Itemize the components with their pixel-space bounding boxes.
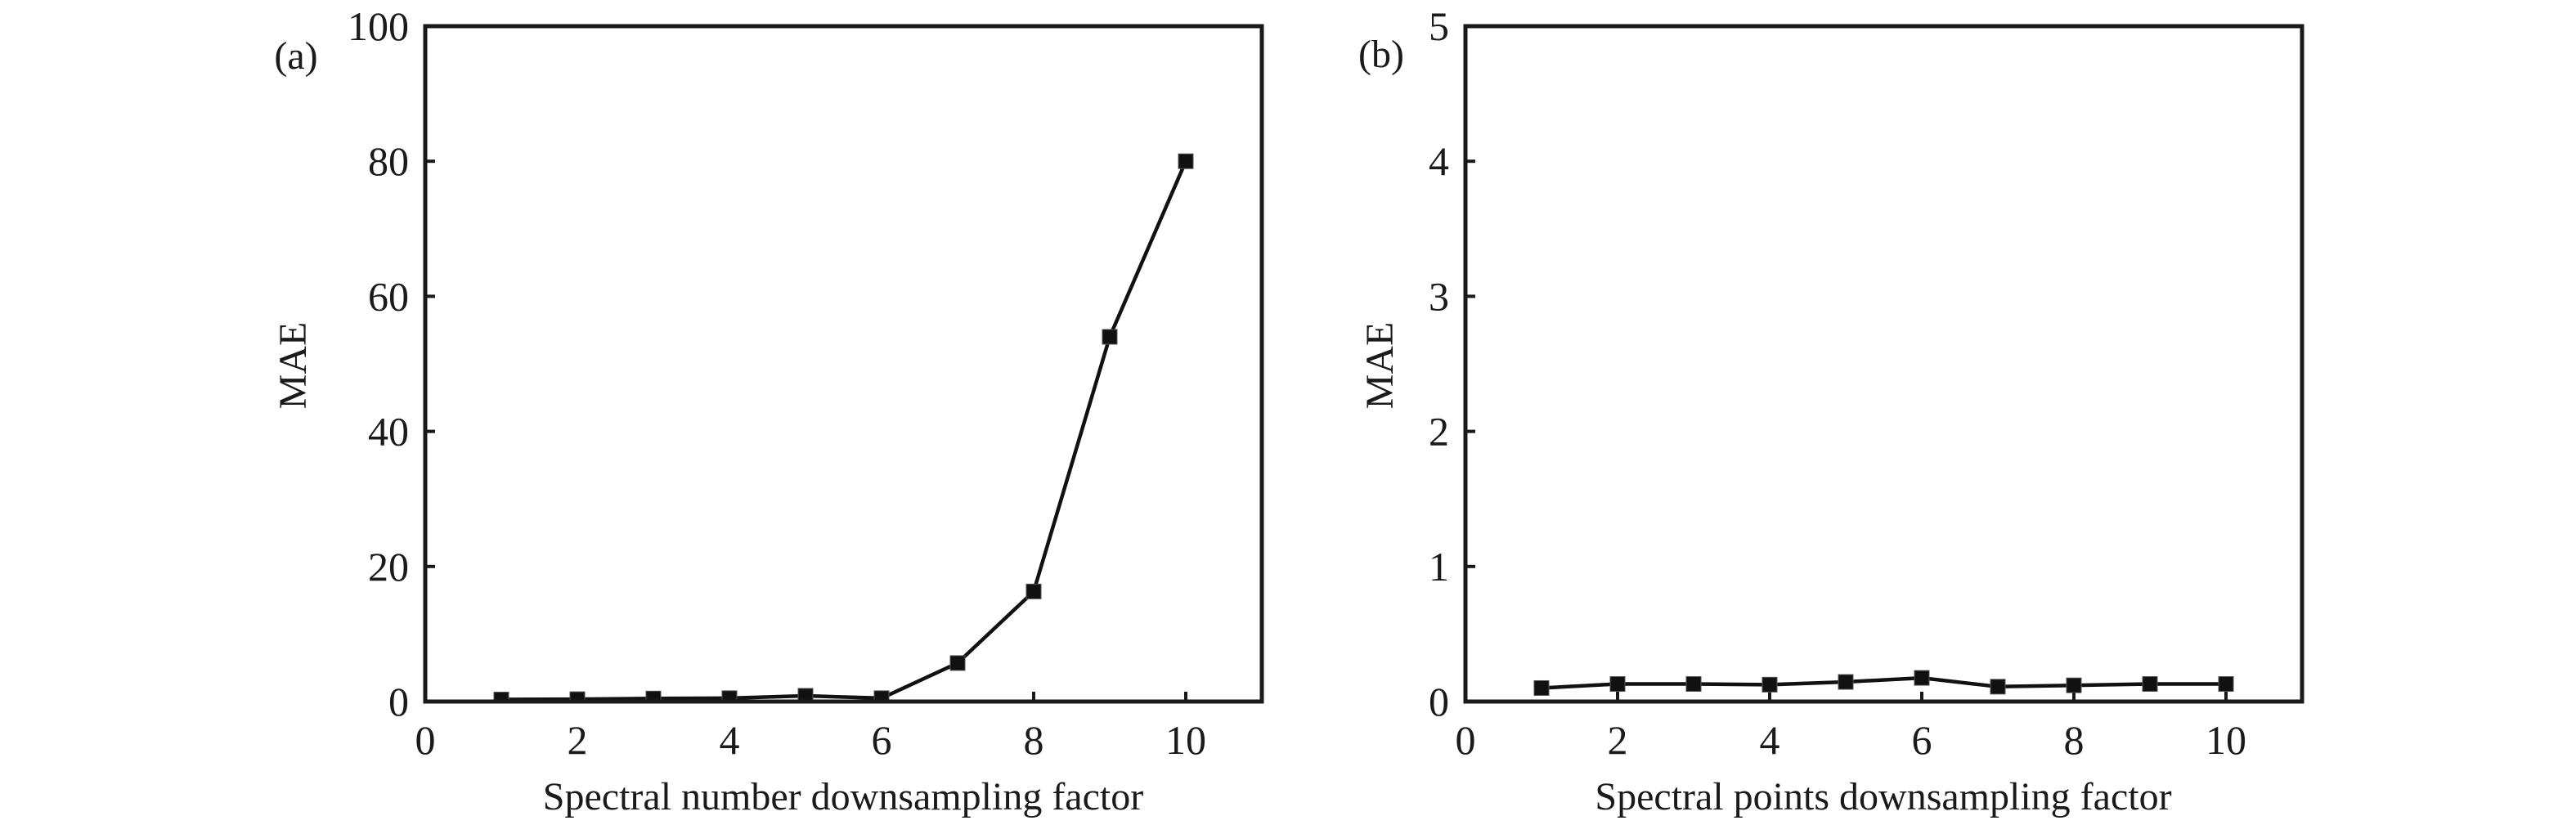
- x-axis-title: Spectral number downsampling factor: [543, 775, 1143, 818]
- y-tick-label: 2: [1429, 409, 1449, 455]
- data-point: [1990, 679, 2006, 695]
- data-point: [1102, 329, 1118, 345]
- x-tick-label: 8: [1024, 717, 1044, 763]
- series: [1533, 670, 2234, 696]
- data-point: [1761, 676, 1778, 693]
- data-point: [569, 691, 586, 702]
- x-tick-label: 4: [1760, 717, 1780, 763]
- data-point: [1533, 679, 1550, 696]
- data-point: [949, 655, 966, 671]
- panel-label: (a): [274, 34, 317, 78]
- y-tick-label: 4: [1429, 138, 1449, 184]
- series-line: [1541, 675, 2226, 690]
- data-point: [721, 690, 738, 702]
- data-point: [2066, 677, 2082, 693]
- series-line: [500, 160, 1188, 702]
- data-point: [1838, 674, 1854, 690]
- y-tick-label: 60: [368, 273, 409, 319]
- panel-label: (b): [1358, 33, 1404, 76]
- y-tick-label: 0: [1429, 679, 1449, 724]
- panel-b: (b) MAE Spectral points downsampling fac…: [1358, 3, 2304, 818]
- data-point: [797, 688, 814, 702]
- y-tick-label: 100: [348, 3, 409, 49]
- ticks: [425, 159, 1187, 702]
- y-axis-title: MAE: [272, 322, 315, 410]
- x-tick-label: 6: [1912, 717, 1932, 763]
- data-point: [1685, 676, 1702, 693]
- x-tick-label: 4: [720, 717, 740, 763]
- y-tick-label: 5: [1429, 3, 1449, 49]
- data-point: [1025, 583, 1042, 599]
- y-tick-label: 1: [1429, 544, 1449, 590]
- ticks: [1465, 159, 2228, 702]
- y-tick-label: 20: [368, 544, 409, 590]
- plot-frame: [1463, 24, 2304, 704]
- x-tick-label: 10: [1165, 717, 1206, 763]
- x-tick-label: 0: [415, 717, 436, 763]
- series: [493, 153, 1194, 702]
- x-axis-title: Spectral points downsampling factor: [1595, 775, 2171, 818]
- data-point: [1609, 676, 1626, 693]
- data-point: [2142, 676, 2158, 693]
- data-point: [1178, 153, 1194, 169]
- x-tick-label: 6: [872, 717, 892, 763]
- data-point: [1914, 670, 1930, 686]
- x-tick-label: 2: [568, 717, 588, 763]
- y-tick-label: 0: [388, 679, 409, 724]
- data-point: [873, 690, 890, 702]
- tick-labels: 0 2 4 6 8 10 0 1 2 3 4 5: [1429, 3, 2246, 763]
- y-tick-label: 3: [1429, 273, 1449, 319]
- x-tick-label: 10: [2206, 717, 2246, 763]
- y-tick-label: 40: [368, 409, 409, 455]
- plot-frame: [423, 24, 1264, 704]
- panel-a: (a) MAE Spectral number downsampling fac…: [272, 3, 1264, 818]
- y-tick-label: 80: [368, 138, 409, 184]
- data-point: [645, 690, 662, 702]
- data-point: [2218, 676, 2234, 693]
- x-tick-label: 2: [1608, 717, 1628, 763]
- y-axis-title: MAE: [1358, 322, 1402, 410]
- x-tick-label: 8: [2064, 717, 2085, 763]
- x-tick-label: 0: [1456, 717, 1476, 763]
